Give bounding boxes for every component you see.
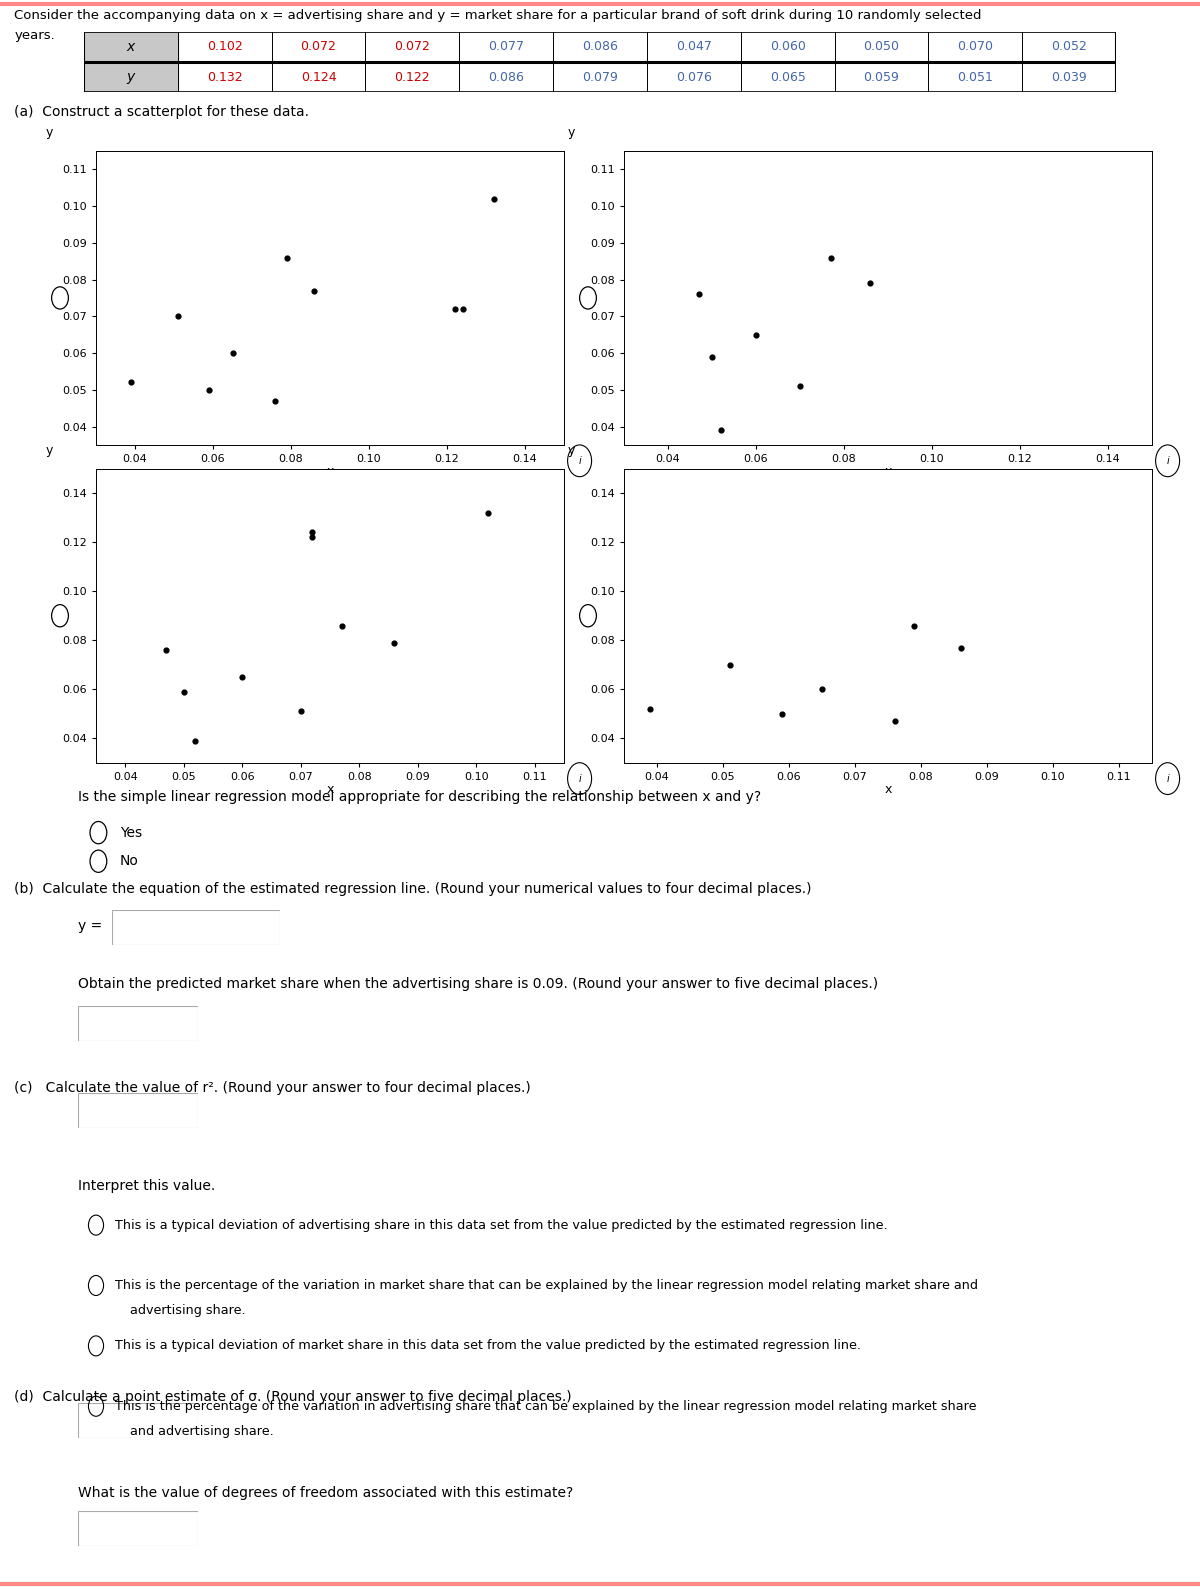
Point — [799, 105, 818, 130]
FancyBboxPatch shape — [78, 1511, 198, 1546]
Point — [302, 524, 322, 550]
Text: Consider the accompanying data on x = advertising share and y = market share for: Consider the accompanying data on x = ad… — [14, 8, 982, 22]
Point — [702, 345, 721, 370]
Text: i: i — [1166, 774, 1169, 783]
X-axis label: x: x — [326, 466, 334, 478]
Point — [332, 613, 352, 639]
Point — [905, 613, 924, 639]
Point — [931, 76, 950, 102]
Point — [292, 699, 311, 725]
Point — [174, 679, 193, 704]
Y-axis label: y: y — [568, 443, 575, 458]
Text: (a)  Construct a scatterplot for these data.: (a) Construct a scatterplot for these da… — [14, 105, 310, 119]
Text: Is the simple linear regression model appropriate for describing the relationshi: Is the simple linear regression model ap… — [78, 790, 761, 804]
X-axis label: x: x — [884, 783, 892, 796]
Text: and advertising share.: and advertising share. — [130, 1425, 274, 1438]
Point — [302, 520, 322, 545]
FancyBboxPatch shape — [78, 1403, 198, 1438]
Text: This is a typical deviation of advertising share in this data set from the value: This is a typical deviation of advertisi… — [115, 1219, 888, 1231]
Text: 0.086: 0.086 — [488, 70, 524, 84]
Text: 0.052: 0.052 — [1051, 40, 1087, 54]
Point — [812, 677, 832, 702]
Text: i: i — [1166, 456, 1169, 466]
Point — [168, 303, 187, 329]
Text: 0.070: 0.070 — [958, 40, 994, 54]
Point — [385, 629, 404, 655]
Text: This is the percentage of the variation in advertising share that can be explain: This is the percentage of the variation … — [115, 1400, 977, 1413]
Text: y: y — [127, 70, 136, 84]
Text: 0.124: 0.124 — [301, 70, 336, 84]
Point — [156, 637, 175, 663]
Text: y =: y = — [78, 920, 102, 933]
Point — [821, 245, 840, 270]
Point — [689, 281, 708, 307]
Point — [445, 296, 464, 321]
Text: (c)   Calculate the value of r². (Round your answer to four decimal places.): (c) Calculate the value of r². (Round yo… — [14, 1081, 532, 1095]
Text: i: i — [578, 456, 581, 466]
Y-axis label: y: y — [46, 443, 53, 458]
Text: Obtain the predicted market share when the advertising share is 0.09. (Round you: Obtain the predicted market share when t… — [78, 977, 878, 992]
Point — [860, 270, 880, 296]
FancyBboxPatch shape — [78, 1006, 198, 1041]
FancyBboxPatch shape — [112, 910, 280, 945]
X-axis label: x: x — [884, 466, 892, 478]
Text: 0.059: 0.059 — [864, 70, 899, 84]
Text: This is the percentage of the variation in market share that can be explained by: This is the percentage of the variation … — [115, 1279, 978, 1292]
X-axis label: x: x — [326, 783, 334, 796]
Point — [485, 186, 504, 211]
Text: 0.102: 0.102 — [206, 40, 242, 54]
Text: 0.079: 0.079 — [582, 70, 618, 84]
Point — [950, 636, 970, 661]
Point — [454, 296, 473, 321]
Text: i: i — [578, 774, 581, 783]
Point — [791, 373, 810, 399]
FancyBboxPatch shape — [78, 1093, 198, 1128]
Point — [479, 501, 498, 526]
Point — [1188, 647, 1200, 672]
Point — [186, 728, 205, 753]
Text: 0.050: 0.050 — [864, 40, 900, 54]
Y-axis label: y: y — [46, 126, 53, 140]
Point — [266, 388, 286, 413]
Bar — [84, 32, 178, 92]
Text: (b)  Calculate the equation of the estimated regression line. (Round your numeri: (b) Calculate the equation of the estima… — [14, 882, 812, 896]
Text: No: No — [120, 855, 139, 868]
Text: 0.051: 0.051 — [958, 70, 994, 84]
Point — [641, 696, 660, 721]
Text: Interpret this value.: Interpret this value. — [78, 1179, 215, 1193]
Text: 0.039: 0.039 — [1051, 70, 1087, 84]
Text: 0.122: 0.122 — [395, 70, 430, 84]
Point — [121, 370, 140, 396]
Point — [305, 278, 324, 303]
Text: 0.076: 0.076 — [676, 70, 712, 84]
Text: years.: years. — [14, 29, 55, 41]
Text: 0.072: 0.072 — [395, 40, 431, 54]
Text: 0.060: 0.060 — [769, 40, 805, 54]
Text: 0.065: 0.065 — [769, 70, 805, 84]
Text: 0.132: 0.132 — [206, 70, 242, 84]
Text: 0.072: 0.072 — [301, 40, 336, 54]
Y-axis label: y: y — [568, 126, 575, 140]
Point — [720, 651, 739, 677]
Point — [712, 418, 731, 443]
Text: This is a typical deviation of market share in this data set from the value pred: This is a typical deviation of market sh… — [115, 1340, 862, 1352]
Text: 0.047: 0.047 — [676, 40, 712, 54]
Text: advertising share.: advertising share. — [130, 1305, 245, 1317]
Text: What is the value of degrees of freedom associated with this estimate?: What is the value of degrees of freedom … — [78, 1486, 574, 1500]
Text: (d)  Calculate a point estimate of σ. (Round your answer to five decimal places.: (d) Calculate a point estimate of σ. (Ro… — [14, 1390, 572, 1405]
Point — [199, 377, 218, 402]
Point — [746, 323, 766, 348]
Text: 0.077: 0.077 — [488, 40, 524, 54]
Text: Yes: Yes — [120, 826, 142, 839]
Text: x: x — [127, 40, 136, 54]
Point — [773, 701, 792, 726]
Point — [277, 245, 296, 270]
Point — [799, 113, 818, 138]
Point — [223, 340, 242, 365]
Point — [233, 664, 252, 690]
Point — [884, 709, 905, 734]
Text: 0.086: 0.086 — [582, 40, 618, 54]
